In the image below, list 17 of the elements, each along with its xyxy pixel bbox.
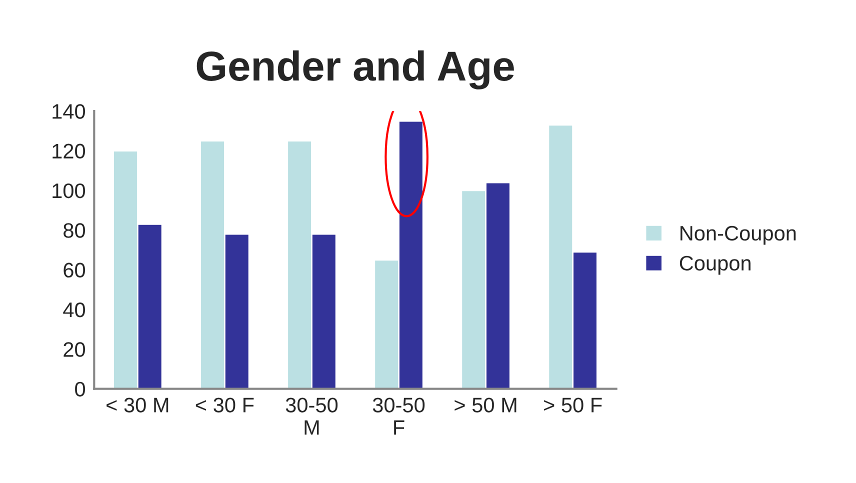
y-tick-label: 120 xyxy=(52,144,86,159)
y-tick-label: 100 xyxy=(52,183,86,198)
x-tick-label: > 50 M xyxy=(454,398,516,412)
x-tick-label: < 30 M xyxy=(106,398,168,412)
legend-label: Coupon xyxy=(680,256,750,275)
y-tick-label: 140 xyxy=(52,104,86,119)
x-tick-label: 30-50 M xyxy=(286,398,338,435)
x-tick-label: < 30 F xyxy=(196,398,254,412)
legend-label: Non-Coupon xyxy=(680,226,796,245)
x-tick-label: > 50 F xyxy=(544,398,602,412)
y-tick-label: 0 xyxy=(75,382,86,397)
chart-title: Gender and Age xyxy=(196,50,514,90)
y-tick-label: 40 xyxy=(63,302,86,318)
y-tick-label: 60 xyxy=(64,262,86,278)
y-tick-label: 20 xyxy=(64,342,86,357)
y-tick-label: 80 xyxy=(64,223,86,238)
x-tick-label: 30-50 F xyxy=(372,398,425,435)
